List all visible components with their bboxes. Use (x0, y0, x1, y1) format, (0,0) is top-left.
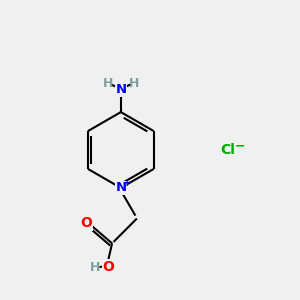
Text: −: − (235, 139, 245, 152)
Text: N: N (115, 83, 126, 96)
Text: N: N (115, 182, 126, 194)
Text: O: O (80, 216, 92, 230)
Text: H: H (90, 261, 101, 274)
Text: H: H (103, 77, 113, 90)
Text: +: + (123, 178, 131, 188)
Text: Cl: Cl (220, 143, 235, 157)
Text: O: O (102, 260, 114, 274)
Text: H: H (129, 77, 139, 90)
